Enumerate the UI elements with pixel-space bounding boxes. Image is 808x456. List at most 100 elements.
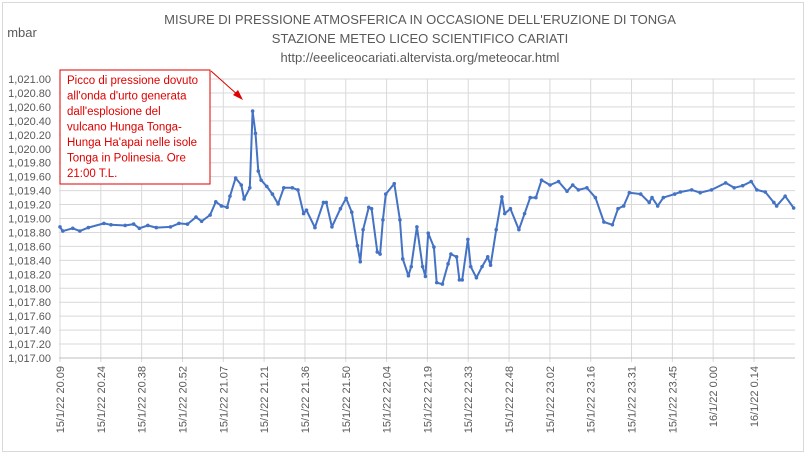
x-tick-label: 15/1/22 20.24 bbox=[96, 366, 108, 433]
data-point bbox=[109, 222, 113, 227]
data-point bbox=[313, 225, 317, 230]
data-point bbox=[398, 218, 402, 222]
data-point bbox=[548, 183, 552, 187]
data-point bbox=[480, 264, 484, 269]
y-tick-label: 1,020.00 bbox=[8, 144, 51, 156]
data-point bbox=[602, 220, 606, 224]
data-point bbox=[378, 252, 382, 256]
data-point bbox=[168, 225, 173, 229]
data-point bbox=[440, 282, 445, 286]
y-tick-label: 1,020.80 bbox=[8, 88, 51, 100]
x-tick-label: 15/1/22 22.33 bbox=[463, 366, 475, 433]
data-point bbox=[213, 199, 218, 204]
title-line-1: MISURE DI PRESSIONE ATMOSFERICA IN OCCAS… bbox=[164, 12, 676, 27]
data-point bbox=[432, 245, 436, 249]
data-point bbox=[661, 195, 666, 200]
y-tick-label: 1,017.40 bbox=[8, 325, 51, 337]
data-point bbox=[86, 225, 91, 230]
data-point bbox=[522, 211, 527, 216]
annotation-line: Picco di pressione dovuto bbox=[67, 75, 198, 87]
data-point bbox=[621, 204, 626, 208]
data-point bbox=[763, 190, 768, 194]
y-tick-label: 1,020.40 bbox=[8, 116, 51, 128]
data-point bbox=[723, 181, 728, 185]
x-tick-label: 15/1/22 21.07 bbox=[218, 366, 230, 433]
y-tick-label: 1,019.20 bbox=[8, 200, 51, 212]
data-point bbox=[301, 211, 306, 216]
x-tick-label: 15/1/22 22.19 bbox=[422, 366, 434, 433]
y-tick-label: 1,017.60 bbox=[8, 311, 51, 323]
x-tick-label: 15/1/22 21.36 bbox=[300, 366, 312, 433]
data-point bbox=[146, 223, 150, 228]
data-point bbox=[774, 204, 779, 208]
y-tick-label: 1,020.20 bbox=[8, 130, 51, 142]
data-point bbox=[488, 263, 493, 268]
series-line bbox=[59, 110, 795, 286]
data-point bbox=[500, 195, 504, 199]
y-tick-label: 1,019.80 bbox=[8, 158, 51, 170]
data-point bbox=[466, 237, 470, 242]
data-point bbox=[576, 188, 581, 192]
y-tick-label: 1,017.20 bbox=[8, 339, 51, 351]
data-point bbox=[783, 194, 787, 198]
data-point bbox=[264, 184, 269, 189]
data-point bbox=[400, 257, 405, 261]
data-point bbox=[247, 186, 252, 190]
data-point bbox=[585, 186, 589, 190]
data-point bbox=[420, 264, 425, 269]
data-point bbox=[361, 227, 365, 232]
data-point bbox=[647, 200, 651, 205]
data-point bbox=[593, 195, 598, 200]
data-point bbox=[194, 215, 198, 219]
data-point bbox=[259, 178, 263, 182]
data-point bbox=[791, 206, 796, 210]
data-point bbox=[381, 218, 385, 222]
y-tick-label: 1,018.60 bbox=[8, 241, 51, 253]
x-tick-label: 15/1/22 23.02 bbox=[545, 366, 557, 433]
x-tick-label: 16/1/22 0.14 bbox=[749, 366, 761, 427]
annotation-box bbox=[59, 69, 211, 185]
y-axis-label: mbar bbox=[7, 25, 37, 40]
data-point bbox=[290, 186, 295, 190]
annotation: Picco di pressione dovuto all'onda d'urto… bbox=[59, 69, 243, 185]
data-point bbox=[270, 192, 275, 196]
data-point bbox=[502, 211, 507, 216]
data-point bbox=[426, 231, 431, 235]
y-tick-label: 1,017.80 bbox=[8, 297, 51, 309]
data-point bbox=[225, 205, 229, 210]
chart-frame bbox=[2, 2, 804, 452]
data-point bbox=[772, 200, 776, 205]
annotation-line: 21:00 T.L. bbox=[67, 168, 117, 180]
chart-title: MISURE DI PRESSIONE ATMOSFERICA IN OCCAS… bbox=[164, 12, 676, 65]
y-tick-label: 1,019.60 bbox=[8, 172, 51, 184]
data-point bbox=[321, 200, 326, 205]
data-point bbox=[253, 131, 258, 136]
title-line-3: http://eeeliceocariati.altervista.org/me… bbox=[281, 50, 560, 65]
y-tick-label: 1,018.00 bbox=[8, 283, 51, 295]
x-tick-label: 15/1/22 20.52 bbox=[177, 366, 189, 433]
y-tick-label: 1,019.40 bbox=[8, 186, 51, 198]
data-point bbox=[304, 208, 309, 212]
data-point bbox=[709, 188, 714, 192]
x-tick-label: 15/1/22 21.21 bbox=[259, 366, 271, 433]
arrowhead-icon bbox=[233, 90, 243, 100]
data-point bbox=[344, 196, 348, 201]
y-tick-label: 1,018.40 bbox=[8, 255, 51, 267]
data-point bbox=[655, 204, 660, 208]
data-point bbox=[474, 275, 479, 280]
data-point bbox=[740, 183, 745, 188]
data-point bbox=[58, 225, 62, 229]
data-point bbox=[457, 278, 462, 282]
data-point bbox=[296, 188, 300, 192]
data-point bbox=[228, 194, 232, 198]
data-point bbox=[349, 210, 354, 215]
x-tick-label: 15/1/22 22.48 bbox=[504, 366, 516, 433]
x-tick-label: 15/1/22 23.45 bbox=[667, 366, 679, 433]
data-point bbox=[454, 255, 459, 259]
data-point bbox=[508, 206, 513, 211]
data-point bbox=[468, 264, 473, 269]
data-point bbox=[366, 205, 371, 210]
data-point bbox=[383, 192, 388, 196]
data-point bbox=[70, 226, 75, 231]
